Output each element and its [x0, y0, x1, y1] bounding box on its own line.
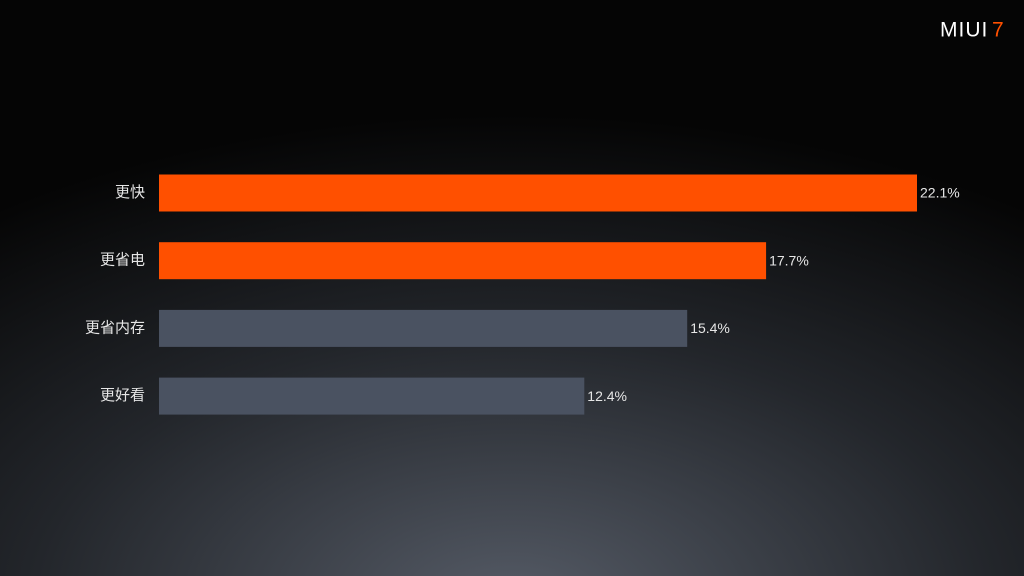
logo-version: 7: [992, 19, 1004, 42]
category-label: 更好看: [100, 387, 145, 404]
bar: [159, 174, 917, 212]
category-label: 更省内存: [85, 319, 145, 336]
bar: [159, 242, 767, 280]
bar: [159, 377, 585, 415]
value-label: 12.4%: [587, 388, 627, 404]
bar: [159, 309, 688, 347]
category-label: 更省电: [100, 252, 145, 269]
value-label: 15.4%: [690, 320, 730, 336]
value-label: 22.1%: [920, 185, 960, 201]
logo-text: MIUI: [940, 19, 988, 42]
value-label: 17.7%: [769, 252, 809, 268]
category-label: 更快: [115, 184, 145, 201]
